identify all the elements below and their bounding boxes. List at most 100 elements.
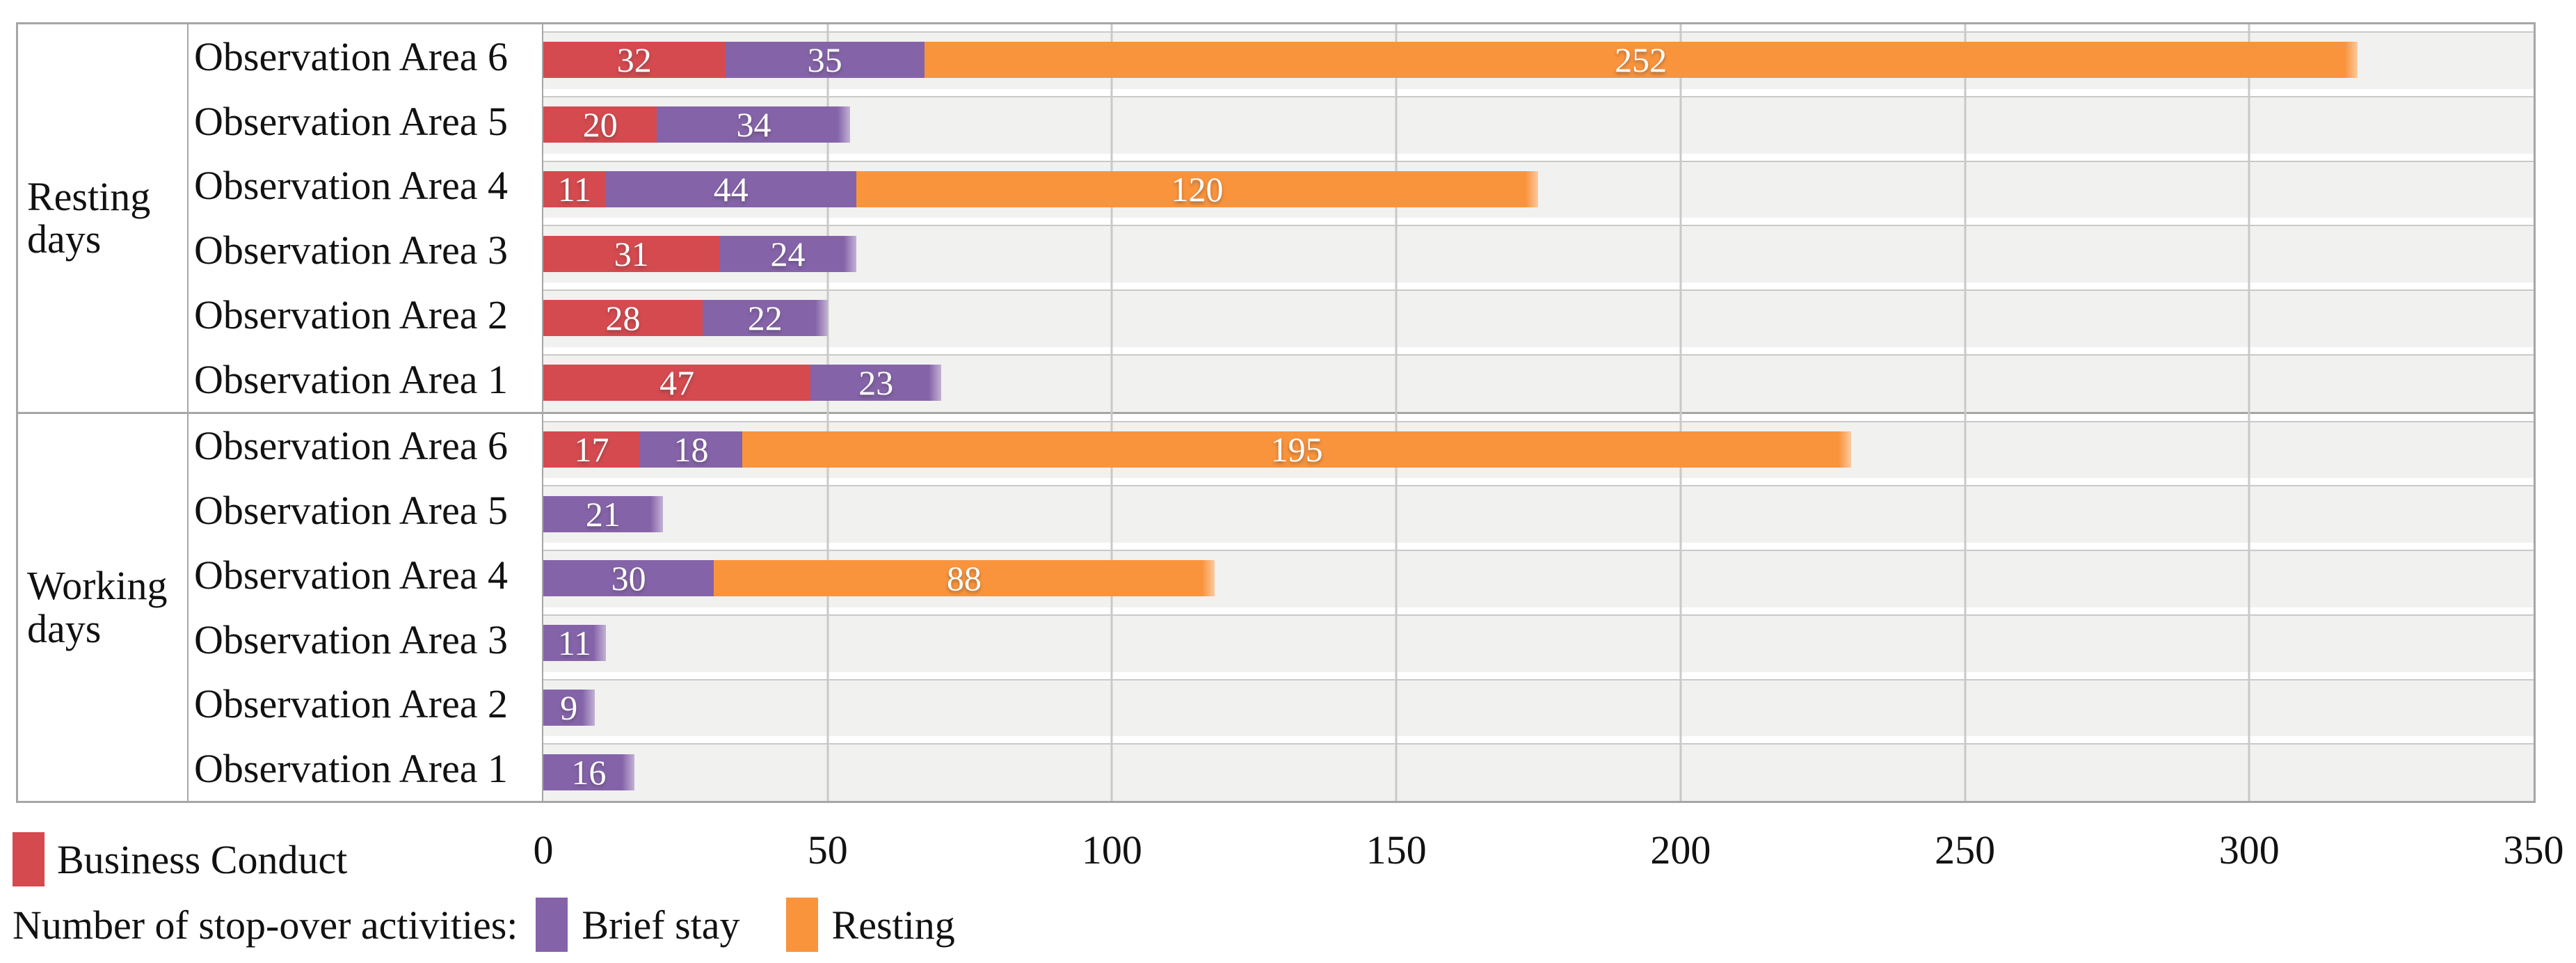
bar-segment-brief-stay: 23 (810, 363, 942, 403)
bar-stack: 17 18 195 (543, 429, 2534, 469)
bar-value-label: 20 (582, 105, 618, 145)
bar-segment-brief-stay: 24 (719, 234, 856, 273)
bar-value-label: 11 (557, 169, 592, 209)
bar-segment-business-conduct: 47 (543, 363, 811, 403)
brief-stay-label: Brief stay (582, 902, 740, 948)
bar-stack: 9 (543, 687, 2534, 727)
bar-stack: 28 22 (543, 299, 2534, 338)
bar-segment-brief-stay: 22 (702, 299, 828, 338)
row-band: 17 18 195 (542, 413, 2534, 479)
brief-stay-swatch (536, 898, 568, 952)
bar-stack: 32 35 252 (543, 40, 2534, 80)
group-label: Working days (18, 413, 189, 801)
category-row: Observation Area 3 11 (189, 607, 2534, 672)
bar-value-label: 17 (574, 429, 609, 469)
x-tick-label: 100 (1081, 827, 1142, 873)
bar-stack: 16 (543, 753, 2534, 792)
bar-stack: 21 (543, 495, 2534, 534)
bar-segment-resting: 120 (856, 169, 1539, 209)
category-row: Observation Area 1 16 (189, 736, 2534, 801)
bar-value-label: 120 (1171, 169, 1224, 209)
bar-value-label: 34 (736, 105, 771, 145)
row-band-background (543, 95, 2534, 154)
groups-container: Resting days Observation Area 6 32 35 252 Obs… (18, 24, 2534, 801)
bar-segment-business-conduct: 28 (543, 299, 703, 338)
chart-frame: Resting days Observation Area 6 32 35 252 Obs… (16, 22, 2536, 803)
bar-segment-brief-stay: 44 (605, 169, 856, 209)
bar-value-label: 47 (659, 363, 695, 403)
row-band-background (543, 225, 2534, 282)
row-band-background (543, 614, 2534, 672)
bar-segment-brief-stay: 9 (543, 687, 595, 727)
category-row: Observation Area 4 30 88 (189, 543, 2534, 607)
bar-segment-business-conduct: 31 (543, 234, 720, 273)
bar-segment-business-conduct: 11 (543, 169, 606, 209)
bar-segment-brief-stay: 35 (725, 40, 925, 79)
group-working-days: Working days Observation Area 6 17 18 195 Obs… (18, 411, 2534, 801)
bar-value-label: 28 (605, 299, 641, 338)
x-axis: 0 50 100 150 200 250 300 350 (534, 824, 2564, 877)
bar-segment-resting: 195 (742, 430, 1852, 469)
bar-value-label: 23 (858, 363, 894, 403)
resting-label: Resting (831, 902, 955, 948)
resting-swatch (785, 898, 818, 952)
bar-segment-business-conduct: 17 (543, 429, 640, 469)
row-band: 20 34 (542, 88, 2534, 154)
row-band: 28 22 (542, 282, 2534, 347)
row-band: 21 (542, 478, 2534, 543)
bar-stack: 11 44 120 (543, 169, 2534, 209)
x-tick-label: 250 (1935, 827, 1996, 873)
category-row: Observation Area 6 17 18 195 (189, 413, 2534, 479)
row-band-background (543, 289, 2534, 347)
row-band: 16 (542, 736, 2534, 801)
category-label: Observation Area 4 (194, 163, 508, 209)
category-label: Observation Area 3 (194, 616, 508, 662)
category-label: Observation Area 6 (194, 33, 508, 79)
row-band-background (543, 743, 2534, 801)
category-row: Observation Area 5 21 (189, 478, 2534, 543)
bar-value-label: 31 (614, 234, 649, 273)
category-label: Observation Area 1 (194, 356, 508, 402)
bar-value-label: 11 (557, 623, 592, 663)
row-band-background (543, 485, 2534, 543)
bar-stack: 31 24 (543, 234, 2534, 273)
bar-value-label: 22 (747, 299, 783, 338)
bar-value-label: 24 (770, 234, 806, 273)
bar-segment-brief-stay: 11 (543, 623, 606, 663)
row-band: 31 24 (542, 218, 2534, 282)
bar-value-label: 9 (560, 687, 578, 727)
category-row: Observation Area 2 9 (189, 671, 2534, 737)
bar-segment-brief-stay: 21 (543, 495, 663, 534)
category-label: Observation Area 5 (194, 98, 508, 144)
business-conduct-label: Business Conduct (57, 836, 348, 882)
bar-value-label: 252 (1615, 40, 1667, 80)
category-label: Observation Area 1 (194, 746, 508, 792)
group-rows: Observation Area 6 17 18 195 Observation Are… (189, 413, 2534, 801)
bar-value-label: 44 (713, 169, 749, 209)
x-tick-label: 0 (533, 827, 554, 873)
bar-stack: 30 88 (543, 559, 2534, 598)
row-band: 30 88 (542, 543, 2534, 607)
bar-stack: 47 23 (543, 363, 2534, 403)
x-tick-label: 300 (2218, 827, 2280, 873)
category-label: Observation Area 2 (194, 292, 508, 337)
category-label: Observation Area 5 (194, 488, 508, 534)
category-row: Observation Area 3 31 24 (189, 218, 2534, 282)
bar-segment-brief-stay: 16 (543, 753, 634, 792)
x-tick-label: 50 (807, 827, 848, 873)
legend-row-business-conduct: Business Conduct (13, 832, 347, 886)
row-band: 11 44 120 (542, 153, 2534, 218)
bar-segment-business-conduct: 20 (543, 105, 657, 145)
legend-prefix-label: Number of stop-over activities: (13, 902, 518, 948)
row-band: 9 (542, 671, 2534, 737)
category-label: Observation Area 4 (194, 552, 508, 598)
bar-segment-brief-stay: 30 (543, 559, 714, 598)
x-tick-label: 200 (1650, 827, 1711, 873)
bar-segment-resting: 88 (714, 559, 1215, 598)
group-rows: Observation Area 6 32 35 252 Observation Are… (189, 24, 2534, 412)
row-band-background (543, 678, 2534, 737)
category-label: Observation Area 2 (194, 681, 508, 727)
row-band: 11 (542, 607, 2534, 672)
x-tick-label: 150 (1366, 827, 1427, 873)
